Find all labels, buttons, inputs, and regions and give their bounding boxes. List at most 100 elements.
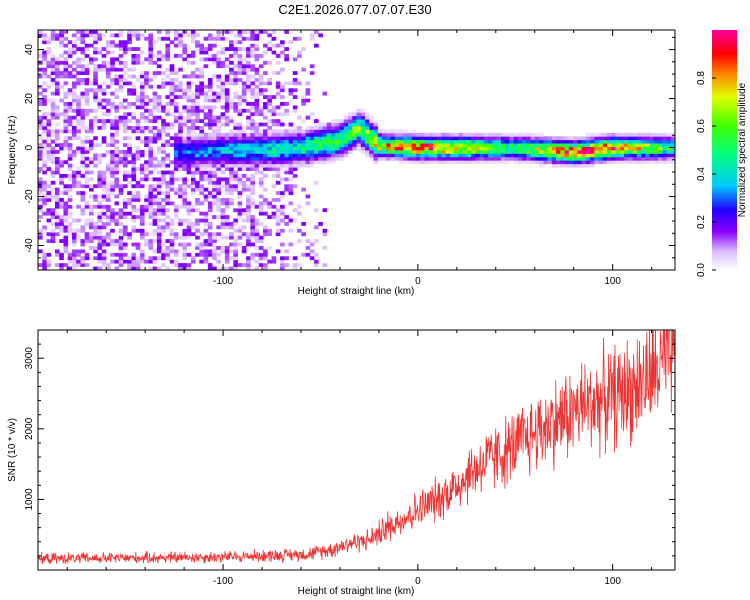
- heatmap-cell: [250, 119, 255, 123]
- heatmap-cell: [309, 153, 315, 158]
- heatmap-cell: [509, 156, 515, 161]
- heatmap-cell: [229, 105, 234, 110]
- heatmap-cell: [101, 242, 107, 247]
- heatmap-cell: [522, 153, 527, 158]
- heatmap-cell: [93, 235, 98, 240]
- heatmap-cell: [258, 246, 264, 250]
- heatmap-cell: [127, 91, 132, 96]
- heatmap-cell: [63, 91, 69, 96]
- heatmap-cell: [50, 146, 56, 151]
- heatmap-cell: [441, 139, 447, 144]
- heatmap-cell: [80, 139, 86, 144]
- heatmap-cell: [199, 71, 205, 75]
- heatmap-cell: [237, 242, 243, 247]
- heatmap-cell: [335, 156, 340, 161]
- heatmap-cell: [280, 218, 285, 223]
- heatmap-cell: [93, 184, 98, 189]
- heatmap-cell: [93, 88, 98, 93]
- heatmap-cell: [118, 211, 124, 216]
- heatmap-cell: [135, 98, 141, 103]
- heatmap-cell: [118, 160, 124, 165]
- heatmap-cell: [267, 136, 272, 141]
- heatmap-cell: [50, 232, 56, 237]
- heatmap-cell: [301, 98, 306, 103]
- heatmap-cell: [492, 143, 498, 147]
- heatmap-cell: [76, 30, 81, 34]
- heatmap-cell: [505, 139, 510, 144]
- heatmap-cell: [71, 126, 77, 130]
- heatmap-cell: [131, 163, 137, 168]
- heatmap-cell: [585, 160, 591, 165]
- heatmap-cell: [190, 208, 196, 213]
- heatmap-cell: [59, 174, 64, 178]
- heatmap-cell: [101, 174, 107, 178]
- heatmap-cell: [182, 246, 188, 250]
- heatmap-cell: [314, 208, 319, 213]
- heatmap-cell: [190, 81, 196, 86]
- heatmap-cell: [46, 64, 52, 69]
- heatmap-cell: [135, 146, 141, 151]
- heatmap-cell: [275, 153, 281, 158]
- heatmap-cell: [267, 201, 272, 206]
- heatmap-cell: [71, 184, 77, 189]
- heatmap-cell: [233, 259, 238, 264]
- heatmap-cell: [364, 136, 370, 141]
- spectrogram-frame: [37, 29, 676, 271]
- heatmap-cell: [76, 71, 81, 75]
- heatmap-cell: [632, 153, 638, 158]
- heatmap-cell: [360, 139, 366, 144]
- heatmap-cell: [348, 115, 353, 120]
- heatmap-cell: [288, 126, 294, 130]
- heatmap-cell: [199, 132, 205, 137]
- heatmap-cell: [80, 153, 86, 158]
- heatmap-cell: [594, 132, 599, 137]
- heatmap-cell: [67, 187, 73, 192]
- heatmap-cell: [314, 132, 319, 137]
- heatmap-cell: [522, 156, 527, 161]
- heatmap-cell: [207, 54, 213, 58]
- heatmap-cell: [122, 232, 128, 237]
- heatmap-cell: [131, 198, 137, 202]
- heatmap-cell: [67, 228, 73, 233]
- heatmap-cell: [241, 225, 247, 230]
- heatmap-cell: [135, 30, 141, 34]
- heatmap-cell: [71, 180, 77, 185]
- heatmap-cell: [212, 194, 217, 199]
- heatmap-cell: [135, 122, 141, 127]
- heatmap-cell: [271, 146, 277, 151]
- heatmap-cell: [203, 136, 209, 141]
- heatmap-cell: [186, 143, 192, 147]
- heatmap-cell: [122, 143, 128, 147]
- heatmap-cell: [250, 132, 255, 137]
- heatmap-cell: [97, 143, 103, 147]
- heatmap-cell: [88, 60, 94, 65]
- heatmap-cell: [63, 218, 69, 223]
- heatmap-cell: [203, 242, 209, 247]
- heatmap-cell: [195, 180, 200, 185]
- heatmap-cell: [190, 112, 196, 117]
- heatmap-cell: [653, 136, 659, 141]
- heatmap-cell: [182, 74, 188, 79]
- heatmap-cell: [267, 150, 272, 154]
- heatmap-cell: [42, 170, 47, 175]
- heatmap-cell: [390, 156, 396, 161]
- heatmap-cell: [216, 139, 222, 144]
- heatmap-cell: [539, 163, 544, 168]
- heatmap-cell: [80, 174, 86, 178]
- heatmap-cell: [207, 98, 213, 103]
- heatmap-cell: [513, 153, 519, 158]
- heatmap-cell: [195, 252, 200, 257]
- heatmap-cell: [258, 211, 264, 216]
- heatmap-cell: [297, 139, 302, 144]
- heatmap-cell: [539, 132, 544, 137]
- heatmap-cell: [305, 91, 311, 96]
- heatmap-cell: [568, 160, 574, 165]
- heatmap-cell: [322, 136, 328, 141]
- heatmap-cell: [377, 143, 383, 147]
- heatmap-cell: [169, 112, 175, 117]
- heatmap-cell: [190, 150, 196, 154]
- heatmap-cell: [161, 54, 166, 58]
- heatmap-cell: [122, 246, 128, 250]
- heatmap-cell: [97, 242, 103, 247]
- heatmap-cell: [607, 156, 612, 161]
